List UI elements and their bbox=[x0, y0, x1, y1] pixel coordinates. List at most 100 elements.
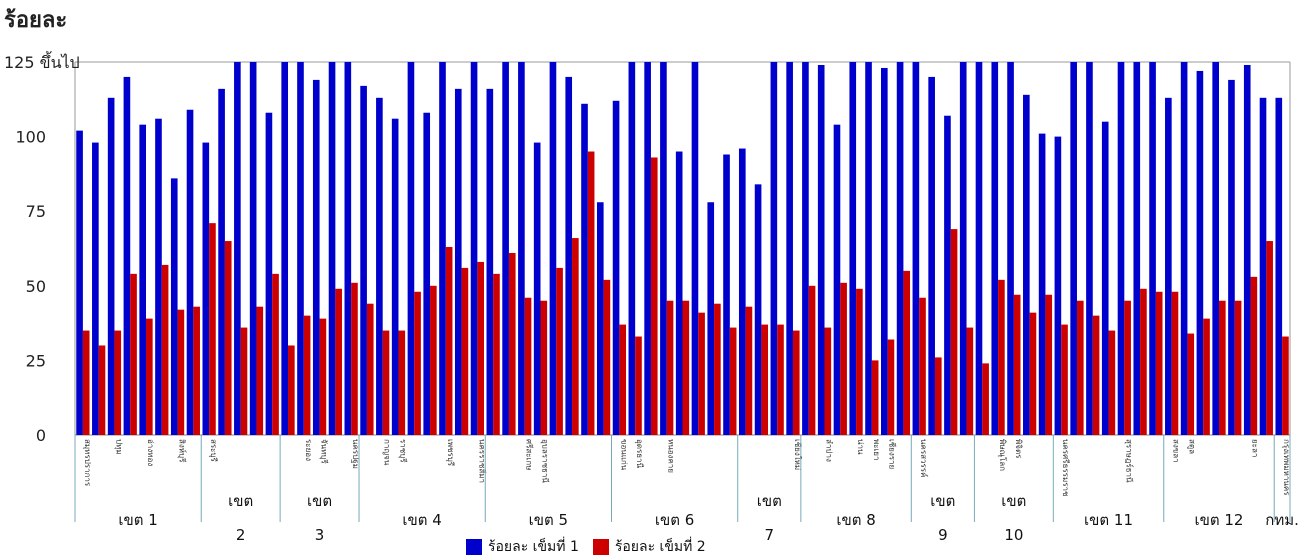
bar-series1 bbox=[865, 62, 872, 435]
bar-series2 bbox=[224, 241, 232, 435]
bar-series2 bbox=[130, 273, 137, 435]
bar-series1 bbox=[297, 62, 304, 435]
bar-series1 bbox=[928, 76, 935, 436]
bar-series2 bbox=[1124, 300, 1131, 435]
group-label: เขต 12 bbox=[1195, 511, 1244, 529]
bar-series2 bbox=[587, 151, 595, 435]
bar-series1 bbox=[770, 62, 778, 435]
bar-series2 bbox=[288, 345, 295, 435]
y-tick-label: 75 bbox=[26, 202, 46, 221]
x-tick-label: อุบลราชธานี bbox=[540, 439, 549, 483]
bar-series2 bbox=[777, 324, 784, 435]
bar-series2 bbox=[1155, 291, 1163, 435]
bar-series1 bbox=[391, 118, 399, 436]
bar-series2 bbox=[209, 223, 216, 435]
bar-series2 bbox=[240, 327, 248, 435]
bar-series1 bbox=[565, 76, 573, 436]
group-label: เขต 2 bbox=[228, 492, 253, 544]
bar-series2 bbox=[1266, 241, 1273, 435]
bar-series1 bbox=[265, 112, 273, 435]
bar-series1 bbox=[139, 124, 147, 435]
bar-series2 bbox=[193, 306, 200, 435]
x-tick-label: อุดรธานี bbox=[635, 439, 644, 469]
bar-series1 bbox=[644, 62, 651, 435]
bar-series2 bbox=[792, 330, 800, 435]
bar-series1 bbox=[975, 62, 983, 435]
bar-series2 bbox=[682, 300, 690, 435]
bar-series2 bbox=[1250, 276, 1258, 435]
bar-series2 bbox=[508, 252, 516, 435]
bar-series1 bbox=[1243, 64, 1251, 435]
x-tick-label: สมุทรปราการ bbox=[83, 439, 92, 487]
bar-series1 bbox=[281, 62, 289, 435]
bar-series1 bbox=[1149, 62, 1156, 435]
bar-series1 bbox=[1165, 97, 1172, 436]
bar-series2 bbox=[619, 324, 627, 435]
bar-series2 bbox=[1171, 291, 1179, 435]
bar-series2 bbox=[445, 247, 453, 435]
bar-series1 bbox=[896, 62, 904, 435]
bar-series2 bbox=[493, 273, 500, 435]
bar-series1 bbox=[202, 142, 210, 435]
bar-series1 bbox=[1007, 62, 1014, 435]
legend-swatch-dose1 bbox=[466, 539, 482, 555]
bar-series1 bbox=[581, 103, 588, 435]
x-tick-label: ขอนแก่น bbox=[619, 439, 628, 471]
bar-series1 bbox=[707, 202, 715, 435]
legend-label-dose2: ร้อยละ เข็มที่ 2 bbox=[614, 539, 706, 555]
bar-series2 bbox=[1092, 315, 1100, 435]
bar-series2 bbox=[650, 157, 658, 435]
bar-series1 bbox=[1101, 121, 1109, 436]
bar-series1 bbox=[1054, 136, 1062, 435]
bar-series2 bbox=[887, 339, 895, 435]
bar-series1 bbox=[881, 67, 888, 435]
bar-series1 bbox=[628, 62, 636, 435]
bar-series2 bbox=[934, 357, 942, 435]
x-tick-label: กรุงเทพมหานคร bbox=[1282, 439, 1291, 496]
bar-series2 bbox=[1203, 318, 1210, 435]
bar-series2 bbox=[572, 238, 579, 435]
y-tick-label: 50 bbox=[26, 277, 46, 296]
bar-series2 bbox=[161, 264, 169, 435]
legend-item-dose2: ร้อยละ เข็มที่ 2 bbox=[592, 536, 706, 558]
bar-series1 bbox=[92, 142, 99, 435]
bar-series1 bbox=[155, 118, 162, 436]
bar-series2 bbox=[903, 270, 911, 435]
bar-series2 bbox=[1045, 294, 1053, 435]
x-tick-label: สุราษฎร์ธานี bbox=[1124, 439, 1134, 483]
bar-series1 bbox=[1086, 62, 1093, 435]
x-tick-label: หนองคาย bbox=[667, 439, 676, 473]
bar-series2 bbox=[1187, 333, 1195, 435]
bar-series1 bbox=[470, 62, 478, 435]
bar-series2 bbox=[840, 282, 847, 435]
x-tick-label: พิจิตร bbox=[1014, 439, 1023, 459]
bar-series2 bbox=[1076, 300, 1084, 435]
bar-series2 bbox=[635, 336, 642, 435]
bar-series1 bbox=[1038, 133, 1046, 435]
bar-series1 bbox=[328, 62, 336, 435]
bar-series1 bbox=[1196, 70, 1204, 436]
bar-series1 bbox=[912, 62, 920, 435]
bar-series2 bbox=[982, 363, 989, 435]
bar-series1 bbox=[723, 154, 730, 435]
group-label: เขต 8 bbox=[836, 511, 875, 529]
bar-series2 bbox=[761, 324, 769, 435]
x-tick-label: นครปฐม bbox=[351, 439, 360, 469]
bar-series2 bbox=[666, 300, 674, 435]
bar-series1 bbox=[1212, 62, 1219, 435]
bar-series1 bbox=[612, 100, 620, 436]
x-tick-label: พะเยา bbox=[872, 439, 881, 460]
group-label: เขต 6 bbox=[655, 511, 694, 529]
bar-series1 bbox=[754, 184, 762, 435]
x-tick-label: เชียงราย bbox=[888, 439, 897, 469]
bar-series2 bbox=[177, 309, 185, 435]
legend-item-dose1: ร้อยละ เข็มที่ 1 bbox=[466, 536, 579, 558]
group-label: เขต 11 bbox=[1084, 511, 1133, 529]
x-tick-label: สงขลา bbox=[1172, 439, 1181, 463]
bar-series1 bbox=[76, 130, 83, 435]
bar-series2 bbox=[382, 330, 390, 435]
bar-series2 bbox=[950, 229, 958, 435]
bar-series2 bbox=[1108, 330, 1116, 435]
bar-series1 bbox=[1023, 94, 1030, 435]
